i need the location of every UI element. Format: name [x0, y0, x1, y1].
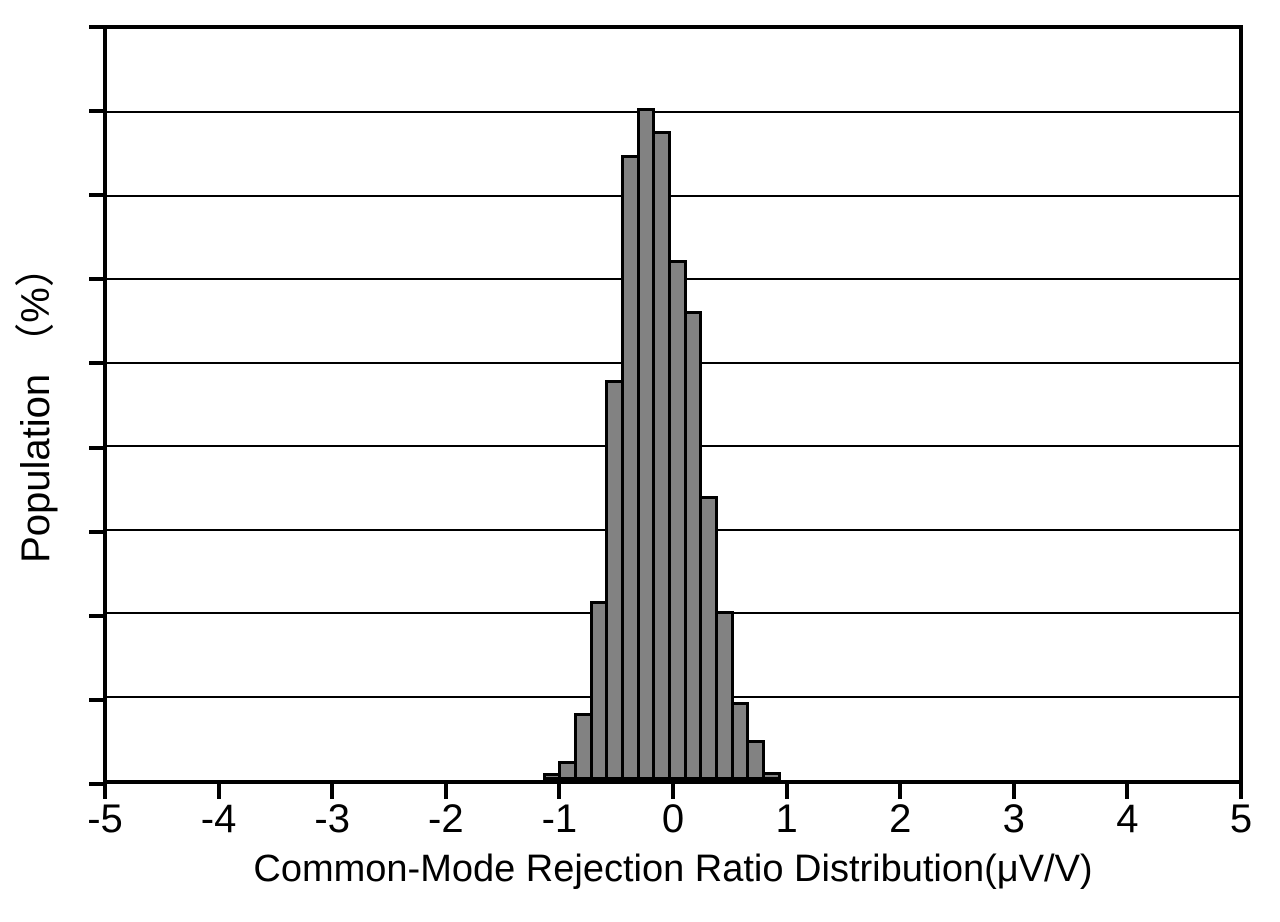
- x-tick-mark: [671, 784, 675, 799]
- y-gridline: [107, 111, 1239, 114]
- y-tick-mark: [89, 277, 103, 282]
- y-tick-mark: [89, 697, 103, 702]
- histogram-bar: [746, 739, 766, 780]
- y-tick-mark: [89, 445, 103, 450]
- x-tick-label: 1: [775, 797, 798, 841]
- y-tick-mark: [89, 782, 103, 786]
- y-axis-title: Population （%）: [14, 246, 59, 563]
- x-tick-label: 5: [1229, 797, 1253, 841]
- x-tick-mark: [216, 784, 221, 799]
- x-tick-label: -1: [541, 797, 578, 841]
- x-tick-label: 0: [661, 797, 685, 841]
- x-tick-label: 2: [889, 797, 912, 841]
- x-tick-label: -4: [200, 797, 237, 841]
- y-tick-mark: [89, 361, 103, 366]
- y-tick-mark: [89, 613, 103, 618]
- x-tick-mark: [443, 784, 448, 799]
- x-axis-title: Common-Mode Rejection Ratio Distribution…: [253, 848, 1093, 890]
- y-tick-mark: [89, 529, 103, 534]
- plot-area: [103, 25, 1243, 784]
- histogram-bar: [762, 771, 781, 780]
- x-tick-mark: [784, 784, 789, 799]
- x-tick-mark: [898, 784, 903, 799]
- x-tick-mark: [557, 784, 562, 799]
- x-tick-mark: [1125, 784, 1130, 799]
- y-gridline: [107, 194, 1239, 197]
- x-tick-mark: [1011, 784, 1016, 799]
- y-tick-mark: [89, 193, 103, 198]
- x-tick-label: -2: [428, 797, 464, 841]
- x-tick-mark: [330, 784, 335, 799]
- x-tick-mark: [103, 784, 107, 799]
- x-tick-label: 3: [1002, 797, 1025, 841]
- y-axis-title-wrap: Population （%）: [4, 25, 68, 784]
- x-tick-mark: [1239, 784, 1243, 799]
- y-tick-mark: [89, 25, 103, 29]
- x-tick-label: -3: [314, 797, 350, 841]
- x-tick-label: 4: [1116, 797, 1139, 841]
- y-tick-mark: [89, 109, 103, 114]
- histogram-bar: [715, 611, 734, 780]
- x-tick-label: -5: [87, 797, 123, 841]
